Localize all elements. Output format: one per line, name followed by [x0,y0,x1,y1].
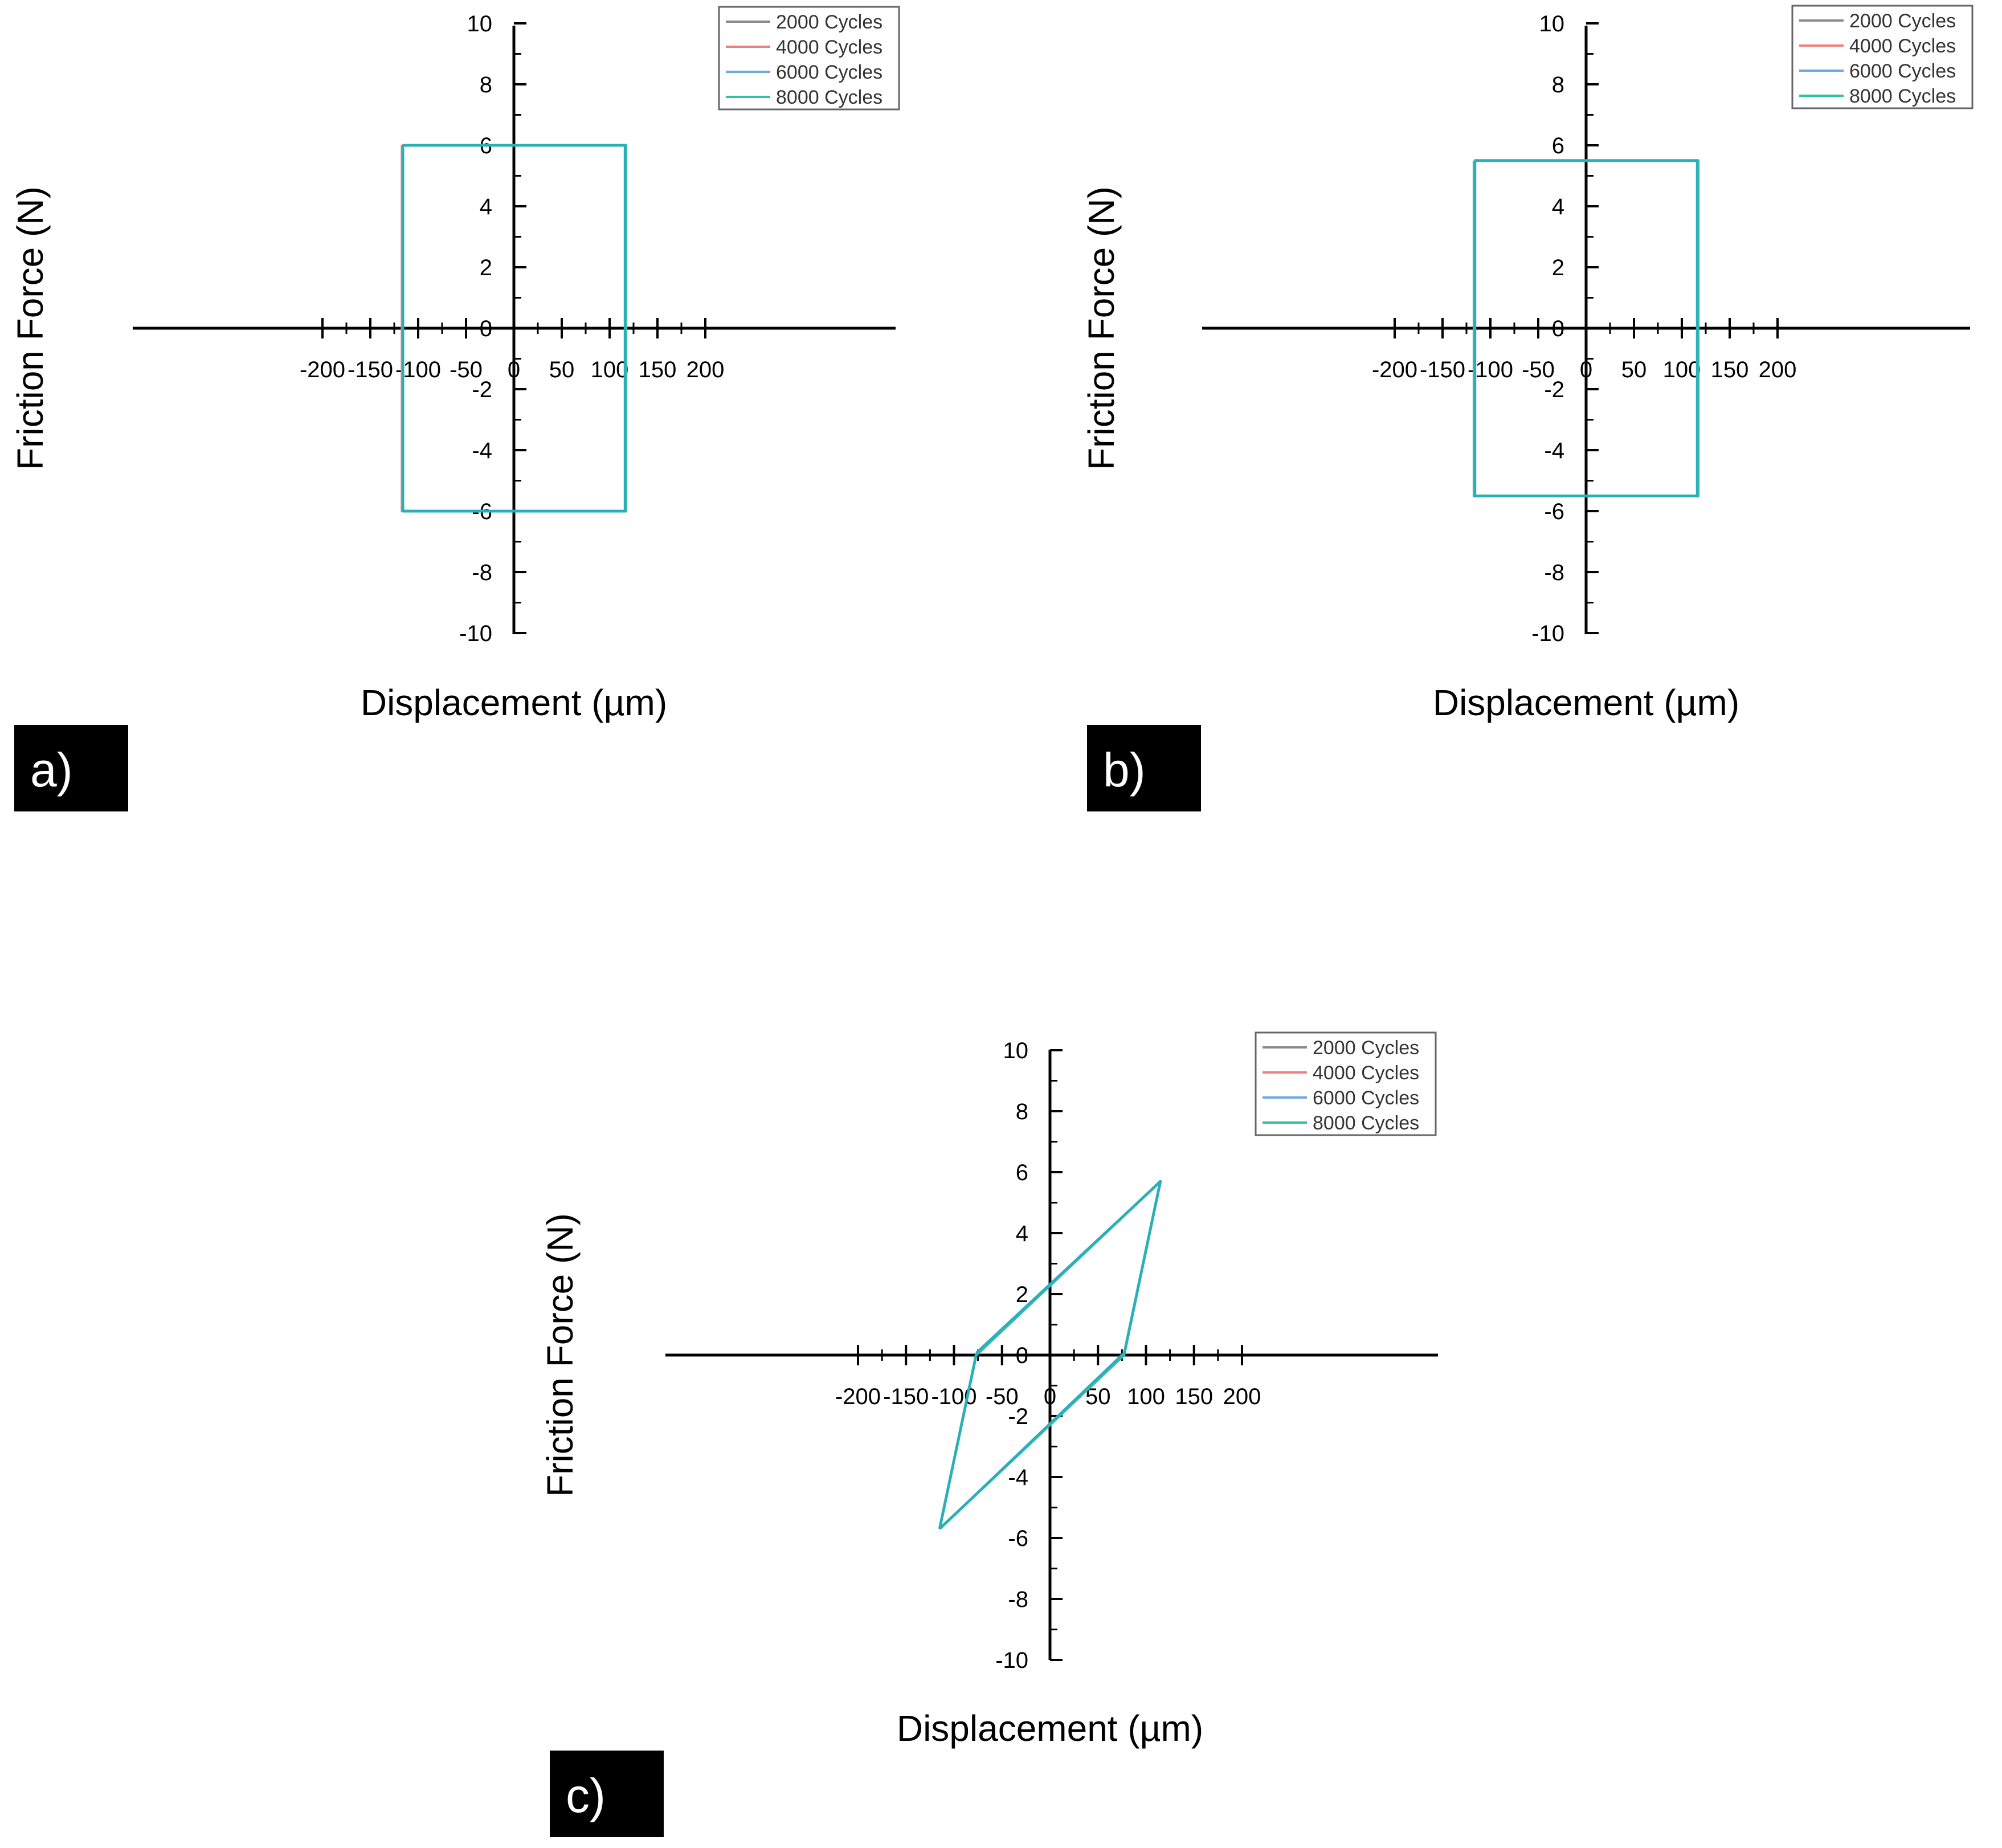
y-tick-label: 0 [1016,1343,1028,1368]
x-axis-title: Displacement (µm) [361,682,667,723]
y-tick-label: 8 [1552,72,1564,97]
y-tick-label: -8 [1544,560,1564,585]
y-tick-label: 10 [1003,1038,1029,1063]
y-tick-label: -10 [1531,621,1564,646]
x-tick-label: -50 [450,357,483,382]
panel-label-box [14,725,128,811]
x-tick-label: 0 [1044,1384,1056,1409]
y-tick-label: 8 [1016,1099,1028,1124]
y-axis-title: Friction Force (N) [1081,186,1122,470]
legend-entry: 4000 Cycles [1313,1062,1419,1084]
y-tick-label: -6 [1008,1526,1028,1551]
panel-label-box [550,1751,664,1837]
legend-box [1255,1031,1437,1136]
legend: 2000 Cycles 4000 Cycles 6000 Cycles 8000 Cy… [718,6,900,111]
legend-box [1791,5,1974,109]
y-tick-label: 6 [1552,133,1564,158]
series-overlay [1474,159,1698,497]
x-tick-label: -50 [1522,357,1555,382]
series-overlay [402,144,626,512]
y-tick-label: -2 [1008,1404,1028,1429]
chart-panel-2: -200 -150 -100 -50 0 50 100 150 200-10-8-6-4-202… [1081,5,1974,811]
x-tick-label: 50 [549,357,575,382]
legend: 2000 Cycles 4000 Cycles 6000 Cycles 8000 Cy… [1791,5,1974,109]
x-tick-label: 0 [508,357,520,382]
legend-entry: 8000 Cycles [1849,85,1956,107]
y-tick-label: -8 [1008,1587,1028,1612]
legend-entry: 4000 Cycles [776,36,882,58]
panel-label: b) [1103,743,1146,797]
y-tick-label: 6 [1016,1160,1028,1185]
x-tick-label: -200 [300,357,345,382]
x-axis-title: Displacement (µm) [897,1708,1203,1749]
y-tick-label: 4 [1016,1221,1028,1246]
y-axis-title: Friction Force (N) [10,186,51,470]
y-tick-label: 10 [467,11,493,36]
x-tick-label: -200 [1372,357,1417,382]
legend-entry: 6000 Cycles [776,62,882,83]
y-tick-label: -8 [472,560,492,585]
y-tick-label: 2 [1016,1282,1028,1307]
x-tick-label: -200 [835,1384,881,1409]
x-tick-label: 150 [1175,1384,1213,1409]
panel-label: a) [30,743,73,797]
x-tick-label: -150 [883,1384,929,1409]
y-tick-label: -4 [1544,438,1564,463]
x-tick-label: -150 [348,357,393,382]
x-tick-label: 150 [639,357,677,382]
legend-box [718,6,900,111]
chart-panel-1: -200 -150 -100 -50 0 50 100 150 200-10-8-6-4-202… [10,6,900,811]
legend-entry: 4000 Cycles [1849,35,1956,57]
y-tick-label: -2 [1544,377,1564,402]
y-tick-label: 2 [1552,255,1564,280]
y-axis-title: Friction Force (N) [540,1213,581,1497]
y-tick-label: -4 [1008,1465,1028,1490]
y-tick-label: -6 [1544,499,1564,524]
y-tick-label: 10 [1539,11,1565,36]
panel-label: c) [566,1769,606,1822]
x-tick-label: 200 [1223,1384,1261,1409]
y-tick-label: -4 [472,438,492,463]
panel-label-box [1087,725,1201,811]
y-tick-label: -2 [472,377,492,402]
y-tick-label: 2 [480,255,492,280]
x-tick-label: 100 [591,357,629,382]
y-tick-label: 0 [480,316,492,341]
y-tick-label: 4 [480,194,492,219]
x-tick-label: 150 [1711,357,1749,382]
y-tick-label: 4 [1552,194,1564,219]
legend-entry: 6000 Cycles [1313,1087,1419,1109]
legend-entry: 6000 Cycles [1849,60,1956,82]
x-tick-label: 100 [1663,357,1701,382]
x-tick-label: -50 [986,1384,1019,1409]
x-tick-label: 100 [1127,1384,1165,1409]
x-tick-label: 200 [1759,357,1797,382]
series-overlay [938,1180,1162,1530]
y-tick-label: 0 [1552,316,1564,341]
x-axis-title: Displacement (µm) [1433,682,1739,723]
legend-entry: 2000 Cycles [1313,1037,1419,1059]
chart-panel-3: -200 -150 -100 -50 0 50 100 150 200-10-8-6-4-202… [540,1031,1438,1837]
x-tick-label: 0 [1580,357,1592,382]
legend-entry: 2000 Cycles [1849,10,1956,32]
y-tick-label: 8 [480,72,492,97]
x-tick-label: 200 [687,357,725,382]
legend-entry: 8000 Cycles [1313,1112,1419,1134]
legend: 2000 Cycles 4000 Cycles 6000 Cycles 8000 Cy… [1255,1031,1437,1136]
legend-entry: 2000 Cycles [776,11,882,33]
x-tick-label: 50 [1621,357,1647,382]
y-tick-label: -10 [995,1648,1028,1673]
y-tick-label: -10 [459,621,492,646]
legend-entry: 8000 Cycles [776,87,882,108]
x-tick-label: -150 [1420,357,1465,382]
